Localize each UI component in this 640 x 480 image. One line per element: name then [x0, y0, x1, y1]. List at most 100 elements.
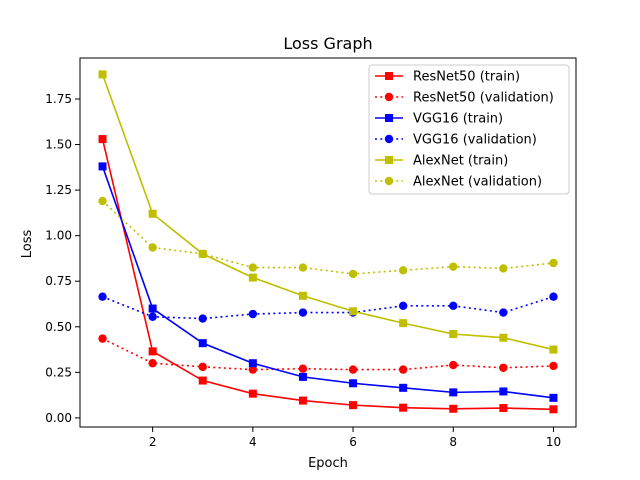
data-point — [499, 264, 508, 273]
data-point — [499, 333, 508, 342]
legend-marker — [385, 72, 393, 80]
data-point — [499, 387, 508, 396]
chart-title: Loss Graph — [283, 34, 372, 53]
data-point — [298, 364, 308, 373]
legend-label: AlexNet (validation) — [413, 175, 542, 190]
y-tick-label: 1.75 — [45, 92, 72, 106]
data-point — [198, 376, 207, 385]
x-tick-label: 4 — [249, 435, 257, 449]
y-tick-label: 1.25 — [45, 183, 72, 197]
x-tick-label: 8 — [449, 435, 457, 449]
data-point — [98, 162, 107, 171]
data-point — [98, 292, 107, 301]
data-point — [549, 393, 558, 402]
data-point — [549, 345, 558, 354]
data-point — [298, 291, 307, 300]
data-point — [148, 304, 157, 313]
legend-label: ResNet50 (train) — [413, 70, 520, 85]
y-tick-label: 1.50 — [45, 138, 72, 152]
data-point — [349, 401, 358, 410]
series-line-vgg16-train — [101, 166, 554, 399]
data-point — [449, 360, 458, 370]
legend-label: AlexNet (train) — [413, 154, 508, 169]
data-point — [399, 403, 408, 412]
legend-label: ResNet50 (validation) — [413, 91, 554, 106]
data-point — [449, 388, 458, 397]
axes-frame — [79, 57, 577, 428]
data-point — [449, 262, 458, 271]
data-point — [248, 309, 258, 319]
data-point — [98, 196, 107, 206]
x-tick-label: 10 — [546, 435, 561, 449]
legend-marker — [384, 176, 394, 186]
y-tick-label: 0.50 — [45, 320, 72, 334]
data-point — [449, 301, 458, 311]
data-point — [549, 292, 558, 301]
y-axis-label: Loss — [20, 230, 35, 259]
data-point — [148, 359, 157, 368]
legend-item: ResNet50 (validation) — [375, 91, 554, 106]
data-point — [398, 266, 408, 275]
data-point — [499, 308, 508, 317]
data-point — [349, 307, 358, 316]
data-point — [248, 365, 258, 374]
series-vgg16-train — [98, 162, 558, 402]
data-point — [348, 269, 358, 279]
series-line-vgg16-validation — [102, 295, 554, 320]
legend-marker — [385, 156, 393, 164]
data-point — [198, 362, 207, 372]
data-point — [148, 312, 157, 321]
series-line-resnet50-validation — [102, 337, 554, 371]
series-alexnet-validation — [98, 196, 558, 279]
data-point — [98, 334, 107, 343]
series-line-resnet50-train — [101, 138, 554, 411]
series-resnet50-train — [98, 135, 558, 414]
axes: 2 4 6 8 10 0.00 0.25 0.50 0.75 1.00 1.25 1.50 1.75 — [45, 92, 561, 449]
data-point — [399, 319, 408, 328]
data-point — [248, 273, 257, 282]
legend-label: VGG16 (validation) — [413, 133, 537, 148]
plot-series — [98, 70, 558, 414]
y-tick-label: 0.75 — [45, 274, 72, 288]
data-point — [248, 389, 257, 398]
x-axis-label: Epoch — [308, 456, 348, 471]
legend-marker — [384, 134, 394, 144]
data-point — [398, 365, 408, 374]
data-point — [298, 263, 308, 272]
legend-marker — [384, 92, 394, 102]
legend: ResNet50 (train) ResNet50 (validation) VGG… — [368, 64, 570, 195]
legend-label: VGG16 (train) — [413, 112, 503, 127]
data-point — [449, 330, 458, 339]
data-point — [198, 339, 207, 348]
x-tick-label: 2 — [149, 435, 157, 449]
data-point — [148, 209, 157, 218]
data-point — [449, 404, 458, 413]
data-point — [398, 301, 408, 311]
data-point — [549, 258, 558, 268]
data-point — [499, 404, 508, 413]
y-tick-label: 0.25 — [45, 365, 72, 379]
series-resnet50-validation — [98, 334, 558, 374]
data-point — [298, 372, 307, 381]
data-point — [98, 135, 107, 144]
data-point — [348, 365, 358, 374]
data-point — [148, 347, 157, 356]
y-tick-label: 0.00 — [45, 411, 72, 425]
legend-box — [368, 64, 570, 195]
data-point — [499, 363, 508, 372]
legend-item: AlexNet (validation) — [375, 175, 542, 190]
data-point — [148, 243, 157, 252]
series-line-alexnet-train — [101, 74, 554, 351]
plot-frame — [79, 57, 577, 428]
data-point — [298, 396, 307, 405]
data-point — [198, 249, 207, 259]
legend-item: VGG16 (validation) — [375, 133, 537, 148]
legend-item: VGG16 (train) — [375, 112, 503, 127]
x-tick-label: 6 — [349, 435, 357, 449]
data-point — [399, 383, 408, 392]
data-point — [248, 263, 258, 272]
data-point — [198, 314, 207, 323]
legend-item: ResNet50 (train) — [375, 70, 520, 85]
legend-marker — [385, 114, 393, 122]
